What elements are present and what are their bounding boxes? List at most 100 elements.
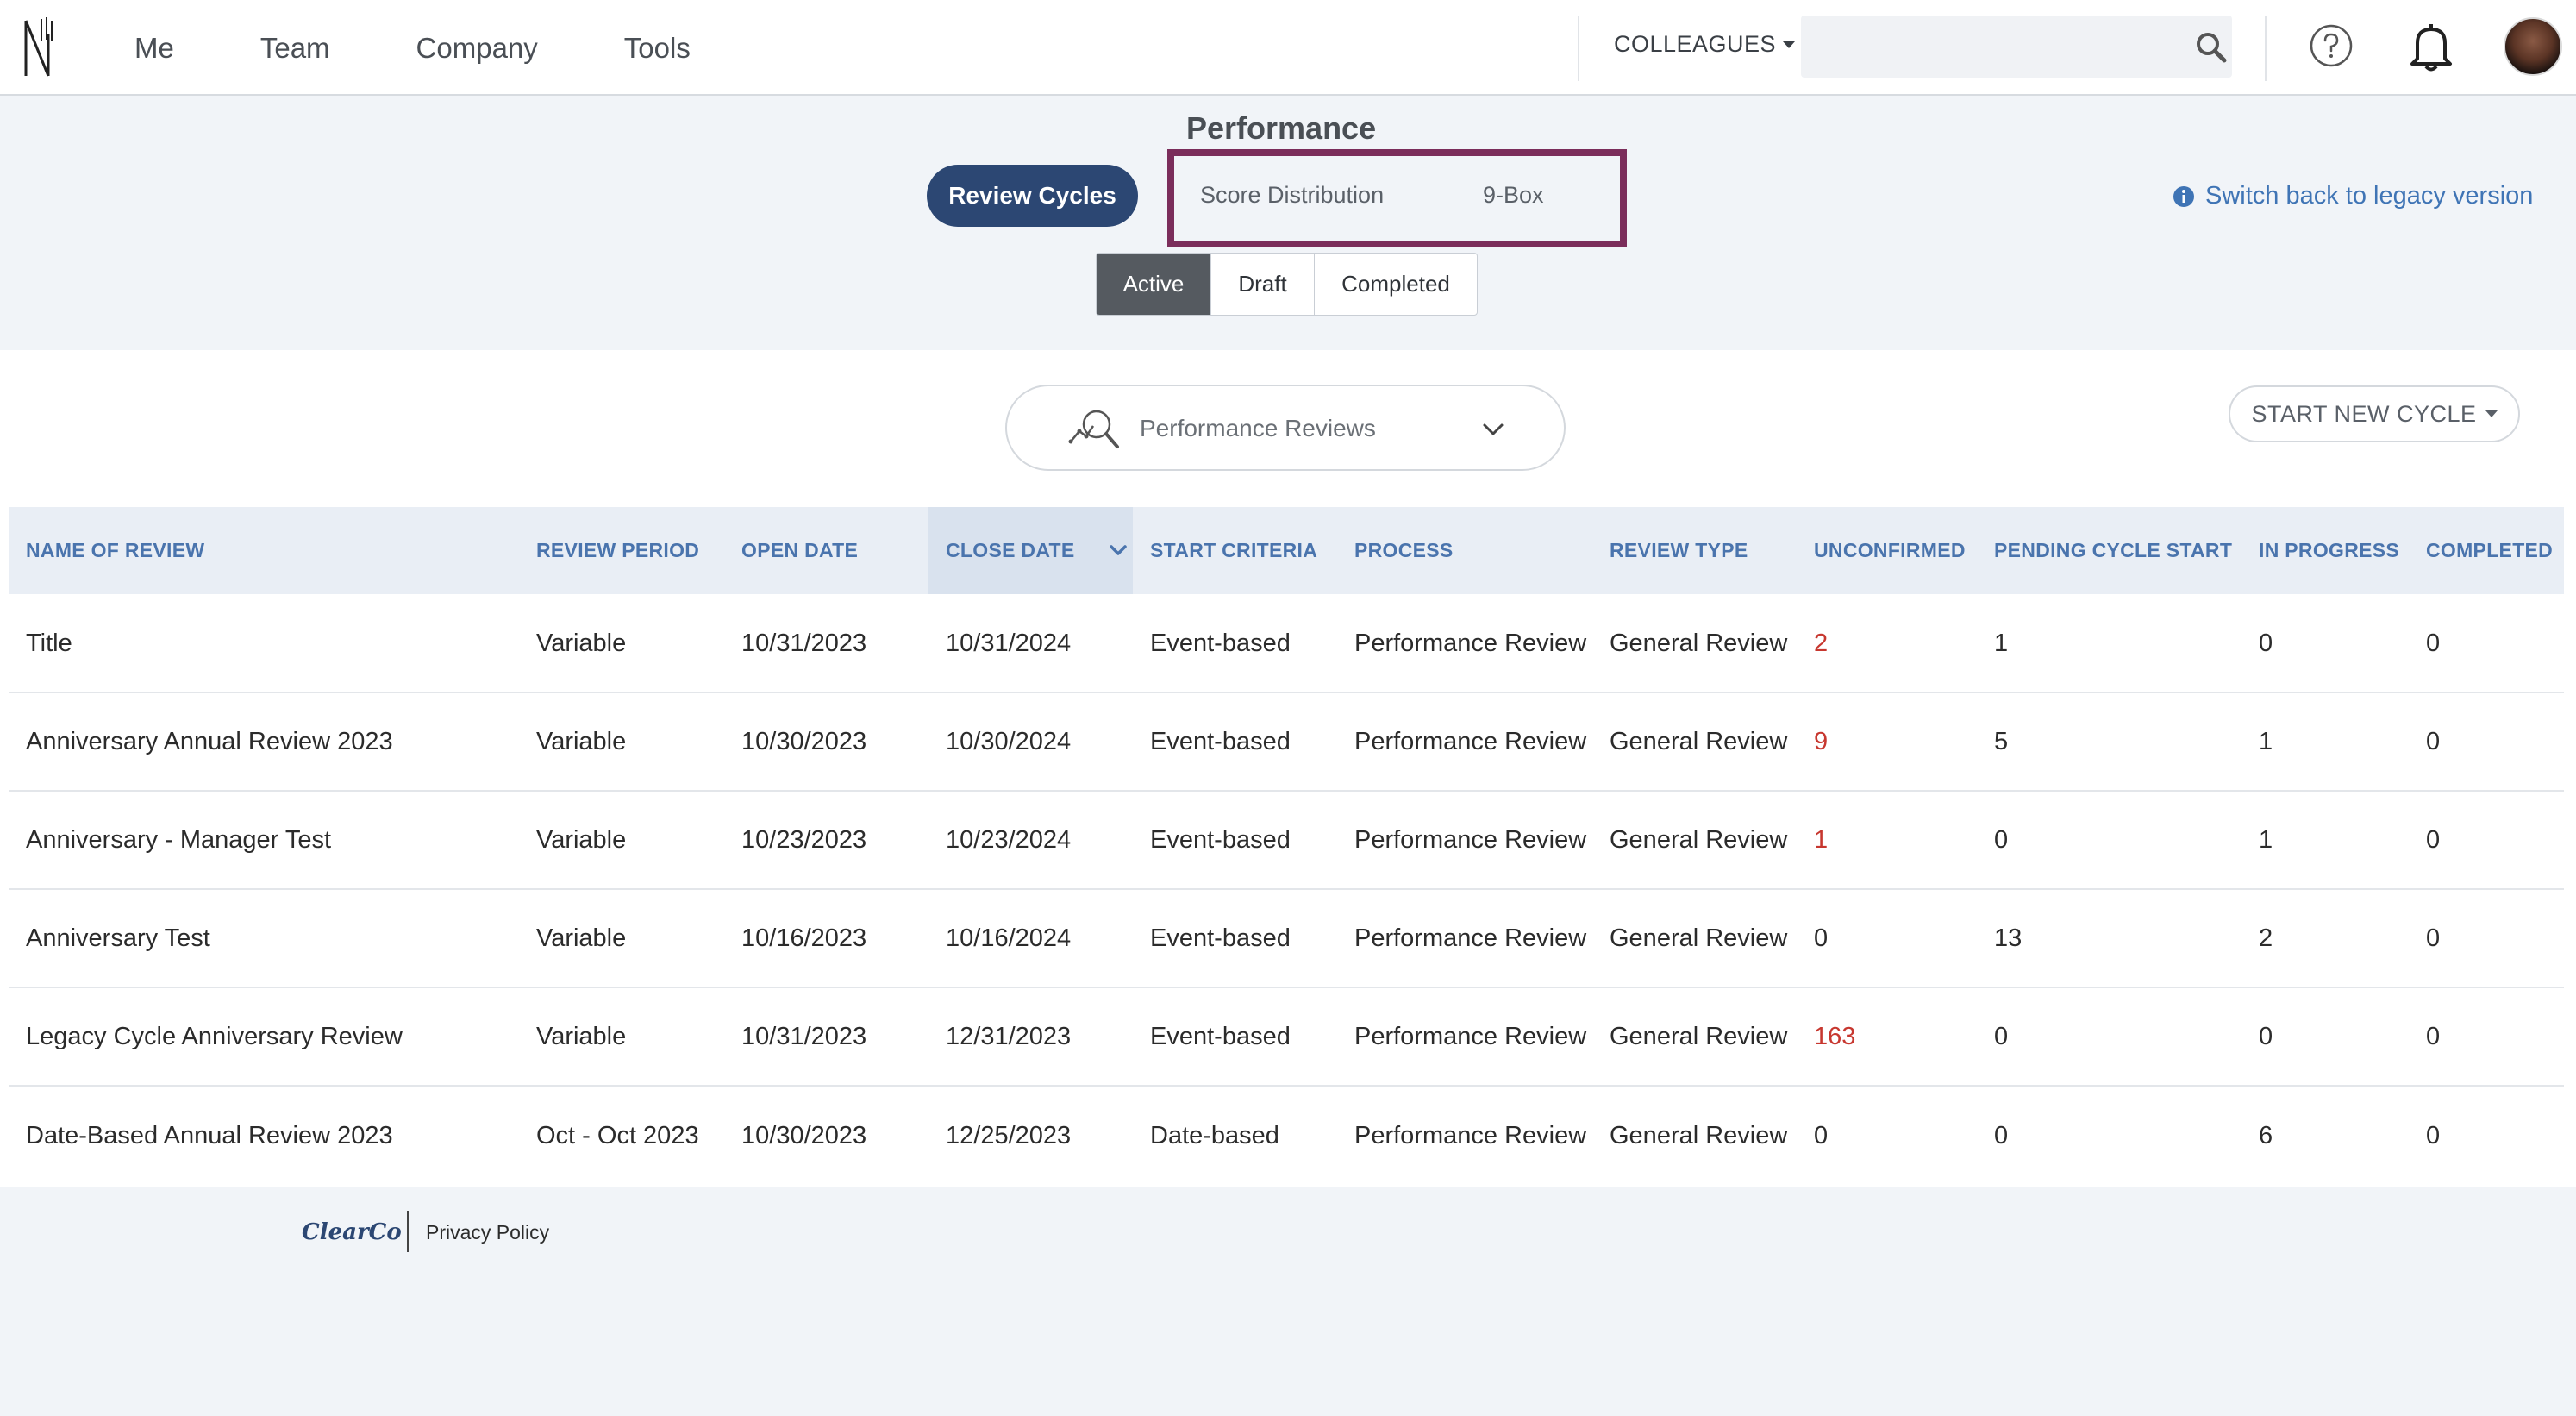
cell-close-date: 10/30/2024 <box>946 728 1072 755</box>
tab-completed[interactable]: Completed <box>1341 271 1450 297</box>
cell-unconfirmed[interactable]: 2 <box>1814 629 1829 657</box>
cell-pending: 5 <box>1994 728 2009 755</box>
sort-desc-icon <box>1110 545 1127 555</box>
col-header-open-date[interactable]: OPEN DATE <box>741 539 859 561</box>
col-header-process[interactable]: PROCESS <box>1354 539 1454 561</box>
col-header-unconfirmed[interactable]: UNCONFIRMED <box>1814 539 1966 561</box>
table-row[interactable]: Anniversary Test Variable 10/16/2023 10/… <box>9 889 2564 987</box>
cell-name[interactable]: Date-Based Annual Review 2023 <box>26 1121 393 1150</box>
cell-period: Oct - Oct 2023 <box>536 1121 699 1150</box>
footer-logo: ClearCo <box>302 1219 402 1245</box>
performance-search-icon <box>1068 410 1119 448</box>
bell-icon[interactable] <box>2407 21 2455 72</box>
privacy-policy-link[interactable]: Privacy Policy <box>426 1221 550 1244</box>
cell-name[interactable]: Anniversary Test <box>26 924 210 952</box>
cell-period: Variable <box>536 728 627 755</box>
footer-divider <box>407 1211 409 1252</box>
page-title: Performance <box>1186 110 1377 146</box>
cell-criteria: Date-based <box>1150 1121 1279 1150</box>
cell-pending: 1 <box>1994 629 2009 657</box>
cell-pending: 13 <box>1994 924 2023 952</box>
cell-criteria: Event-based <box>1150 1023 1291 1050</box>
cell-period: Variable <box>536 629 627 657</box>
cell-open-date: 10/31/2023 <box>741 1023 867 1050</box>
cell-pending: 0 <box>1994 826 2009 854</box>
cell-name[interactable]: Legacy Cycle Anniversary Review <box>26 1023 403 1050</box>
cell-type: General Review <box>1610 924 1788 952</box>
start-new-cycle-button[interactable]: START NEW CYCLE <box>2229 385 2520 442</box>
cell-in-progress: 1 <box>2259 728 2273 755</box>
legacy-version-link[interactable]: Switch back to legacy version <box>2173 182 2533 210</box>
cell-type: General Review <box>1610 826 1788 854</box>
cell-process: Performance Review <box>1354 1121 1587 1150</box>
cell-in-progress: 1 <box>2259 826 2273 854</box>
primary-nav: Me Team Company Tools <box>134 0 777 96</box>
colleagues-label: COLLEAGUES <box>1614 31 1777 57</box>
avatar[interactable] <box>2504 17 2562 76</box>
col-header-in-progress[interactable]: IN PROGRESS <box>2259 539 2400 561</box>
cell-completed: 0 <box>2426 826 2441 854</box>
cell-criteria: Event-based <box>1150 924 1291 952</box>
cell-name[interactable]: Anniversary Annual Review 2023 <box>26 728 393 755</box>
col-header-period[interactable]: REVIEW PERIOD <box>536 539 700 561</box>
cell-type: General Review <box>1610 1121 1788 1150</box>
tab-active[interactable]: Active <box>1097 254 1211 315</box>
col-header-name[interactable]: NAME OF REVIEW <box>26 539 205 561</box>
legacy-link-label: Switch back to legacy version <box>2205 182 2534 210</box>
table-row[interactable]: Legacy Cycle Anniversary Review Variable… <box>9 987 2564 1086</box>
tab-9-box[interactable]: 9-Box <box>1483 182 1544 208</box>
nav-link-tools[interactable]: Tools <box>623 31 691 64</box>
cell-name[interactable]: Anniversary - Manager Test <box>26 826 332 854</box>
table-row[interactable]: Anniversary - Manager Test Variable 10/2… <box>9 791 2564 889</box>
cell-close-date: 12/25/2023 <box>946 1121 1072 1150</box>
search-icon[interactable] <box>2195 31 2228 64</box>
cell-unconfirmed[interactable]: 1 <box>1814 826 1829 854</box>
cell-completed: 0 <box>2426 728 2441 755</box>
table-row[interactable]: Title Variable 10/31/2023 10/31/2024 Eve… <box>9 594 2564 692</box>
review-type-label: Performance Reviews <box>1140 415 1376 442</box>
cell-completed: 0 <box>2426 629 2441 657</box>
chevron-down-icon <box>1483 423 1504 435</box>
start-new-cycle-label: START NEW CYCLE <box>2251 400 2477 427</box>
nav-divider <box>2265 16 2267 81</box>
cell-unconfirmed[interactable]: 163 <box>1814 1023 1856 1050</box>
cell-open-date: 10/31/2023 <box>741 629 867 657</box>
cell-type: General Review <box>1610 728 1788 755</box>
cell-in-progress: 0 <box>2259 629 2273 657</box>
logo-icon[interactable] <box>21 16 55 79</box>
review-cycles-button[interactable]: Review Cycles <box>927 165 1138 227</box>
cell-period: Variable <box>536 826 627 854</box>
cell-close-date: 10/16/2024 <box>946 924 1072 952</box>
nav-link-company[interactable]: Company <box>416 31 538 64</box>
tab-score-distribution[interactable]: Score Distribution <box>1200 182 1385 208</box>
cell-criteria: Event-based <box>1150 826 1291 854</box>
help-icon[interactable] <box>2309 23 2354 68</box>
cell-type: General Review <box>1610 629 1788 657</box>
col-header-pending[interactable]: PENDING CYCLE START <box>1994 539 2233 561</box>
table-header-row: NAME OF REVIEW REVIEW PERIOD OPEN DATE C… <box>9 507 2564 594</box>
col-header-review-type[interactable]: REVIEW TYPE <box>1610 539 1748 561</box>
cell-name[interactable]: Title <box>26 629 72 657</box>
cell-open-date: 10/23/2023 <box>741 826 867 854</box>
info-icon <box>2173 185 2194 207</box>
cell-completed: 0 <box>2426 1121 2441 1150</box>
cell-process: Performance Review <box>1354 629 1587 657</box>
search-input[interactable] <box>1801 16 2232 78</box>
cell-unconfirmed[interactable]: 9 <box>1814 728 1829 755</box>
table-row[interactable]: Anniversary Annual Review 2023 Variable … <box>9 692 2564 791</box>
cell-completed: 0 <box>2426 1023 2441 1050</box>
colleagues-dropdown[interactable]: COLLEAGUES <box>1614 31 1796 58</box>
tab-draft[interactable]: Draft <box>1211 254 1315 315</box>
nav-link-team[interactable]: Team <box>259 31 330 64</box>
review-type-dropdown[interactable]: Performance Reviews <box>1005 385 1566 471</box>
cell-close-date: 10/31/2024 <box>946 629 1072 657</box>
col-header-completed[interactable]: COMPLETED <box>2426 539 2554 561</box>
top-nav: Me Team Company Tools COLLEAGUES <box>0 0 2576 96</box>
main-panel <box>0 350 2576 1187</box>
nav-divider <box>1578 16 1579 81</box>
col-header-start-criteria[interactable]: START CRITERIA <box>1150 539 1318 561</box>
table-row[interactable]: Date-Based Annual Review 2023 Oct - Oct … <box>9 1086 2564 1184</box>
col-header-close-date[interactable]: CLOSE DATE <box>928 507 1133 594</box>
nav-link-me[interactable]: Me <box>134 31 174 64</box>
cell-in-progress: 6 <box>2259 1121 2273 1150</box>
